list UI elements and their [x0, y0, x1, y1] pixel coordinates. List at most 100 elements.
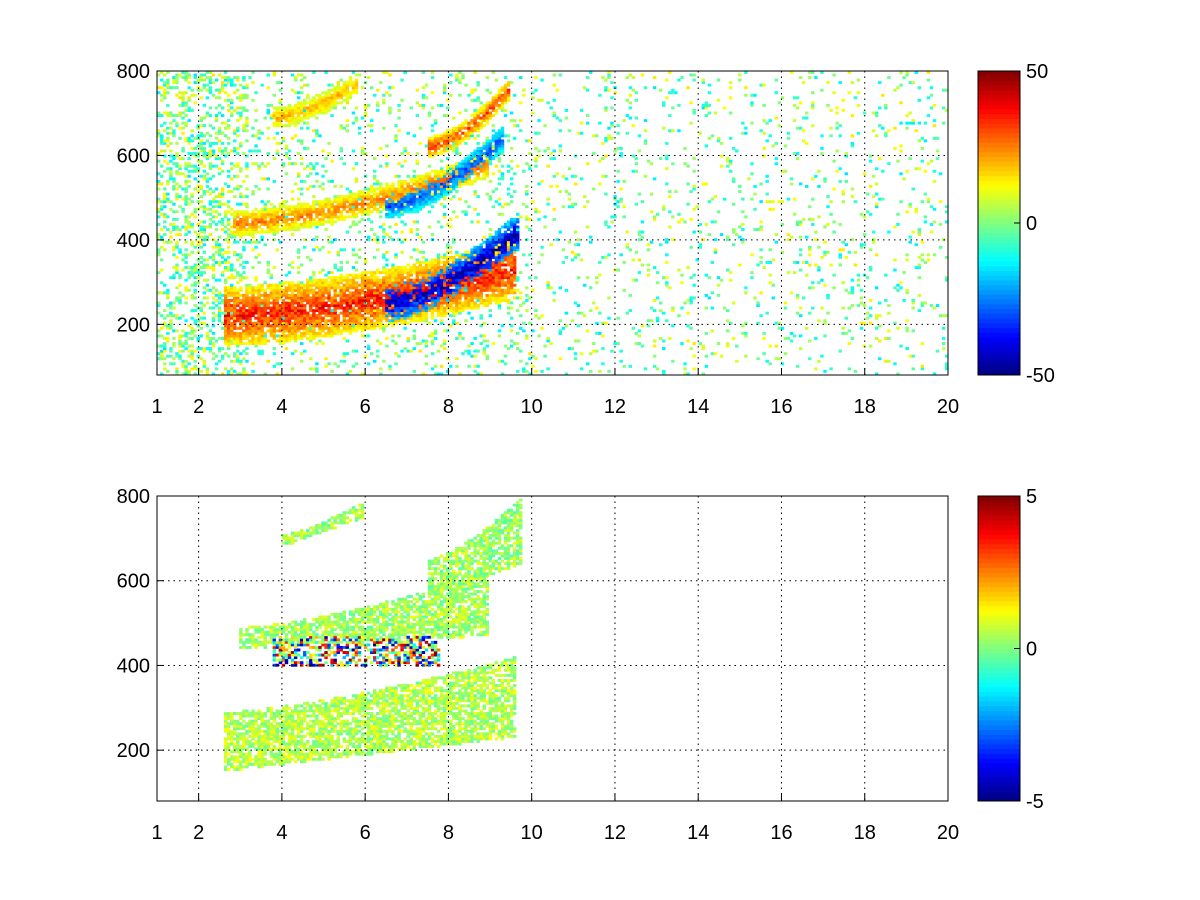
heatmap-cell [388, 268, 392, 272]
heatmap-cell [199, 73, 204, 77]
heatmap-cell [275, 124, 280, 128]
heatmap-cell [269, 331, 274, 335]
heatmap-cell [357, 202, 362, 206]
heatmap-cell [184, 369, 188, 373]
heatmap-cell [476, 162, 480, 166]
heatmap-cell [373, 293, 377, 297]
heatmap-cell [436, 144, 441, 148]
heatmap-cell [366, 321, 371, 325]
heatmap-cell [339, 331, 343, 335]
heatmap-cell [303, 106, 307, 110]
heatmap-cell [175, 76, 179, 79]
heatmap-cell [269, 215, 274, 219]
heatmap-cell [366, 195, 371, 199]
heatmap-cell [172, 119, 176, 123]
heatmap-cell [160, 139, 164, 143]
heatmap-cell [303, 349, 307, 353]
heatmap-cell [421, 187, 426, 191]
heatmap-cell [233, 225, 237, 229]
heatmap-cell [269, 309, 274, 313]
heatmap-cell [284, 293, 289, 297]
heatmap-cell [160, 141, 164, 145]
heatmap-cell [345, 86, 350, 90]
heatmap-cell [464, 293, 468, 297]
heatmap-cell [172, 342, 176, 345]
heatmap-cell [382, 283, 386, 287]
heatmap-cell [348, 324, 353, 328]
heatmap-cell [230, 299, 234, 302]
heatmap-cell [281, 106, 286, 110]
heatmap-cell [220, 311, 225, 315]
heatmap-cell [178, 354, 182, 358]
heatmap-cell [233, 149, 237, 153]
heatmap-cell [236, 273, 240, 277]
heatmap-cell [223, 154, 228, 158]
heatmap-cell [409, 210, 413, 214]
heatmap-cell [293, 299, 298, 302]
heatmap-cell [464, 301, 468, 305]
heatmap-cell [479, 116, 483, 120]
heatmap-cell [193, 276, 197, 280]
heatmap-cell [421, 86, 426, 90]
heatmap-cell [242, 225, 246, 229]
heatmap-cell [433, 293, 438, 297]
heatmap-cell [281, 228, 286, 231]
heatmap-cell [245, 162, 249, 166]
heatmap-cell [433, 261, 438, 264]
heatmap-cell [473, 114, 477, 117]
heatmap-cell [418, 182, 423, 186]
heatmap-cell [223, 337, 228, 340]
heatmap-cell [303, 321, 307, 325]
heatmap-cell [458, 311, 462, 315]
heatmap-cell [208, 124, 213, 128]
heatmap-cell [382, 329, 386, 333]
heatmap-cell [476, 124, 480, 128]
heatmap-cell [172, 185, 176, 188]
heatmap-cell [306, 164, 310, 168]
heatmap-cell [351, 88, 356, 92]
heatmap-cell [251, 309, 255, 313]
heatmap-cell [324, 357, 328, 361]
heatmap-cell [272, 230, 277, 234]
heatmap-cell [299, 179, 304, 183]
heatmap-cell [458, 78, 462, 82]
heatmap-cell [160, 212, 164, 216]
heatmap-cell [236, 111, 240, 115]
heatmap-cell [406, 152, 410, 155]
heatmap-cell [263, 319, 267, 323]
heatmap-cell [263, 220, 267, 224]
heatmap-cell [348, 273, 353, 277]
heatmap-cell [208, 339, 213, 343]
heatmap-cell [449, 217, 453, 221]
heatmap-cell [202, 141, 207, 145]
heatmap-cell [473, 286, 477, 290]
heatmap-cell [290, 136, 295, 140]
heatmap-cell [208, 233, 213, 237]
heatmap-cell [409, 271, 413, 275]
heatmap-cell [245, 223, 249, 226]
heatmap-cell [236, 304, 240, 307]
heatmap-cell [455, 174, 459, 178]
heatmap-cell [446, 261, 450, 264]
heatmap-cell [321, 210, 325, 214]
heatmap-cell [233, 352, 237, 356]
heatmap-cell [473, 152, 477, 155]
heatmap-cell [187, 223, 191, 226]
heatmap-cell [345, 261, 350, 264]
heatmap-cell [263, 288, 267, 292]
heatmap-cell [351, 111, 356, 115]
heatmap-cell [467, 126, 471, 130]
heatmap-cell [336, 283, 340, 287]
heatmap-cell [385, 276, 389, 280]
heatmap-cell [296, 225, 301, 229]
heatmap-cell [309, 324, 313, 328]
heatmap-cell [175, 172, 179, 176]
heatmap-cell [157, 207, 161, 211]
heatmap-cell [452, 306, 456, 310]
heatmap-cell [488, 179, 493, 183]
heatmap-cell [248, 228, 252, 231]
heatmap-cell [293, 119, 298, 123]
heatmap-cell [373, 301, 377, 305]
heatmap-cell [415, 179, 420, 183]
heatmap-cell [318, 202, 322, 206]
